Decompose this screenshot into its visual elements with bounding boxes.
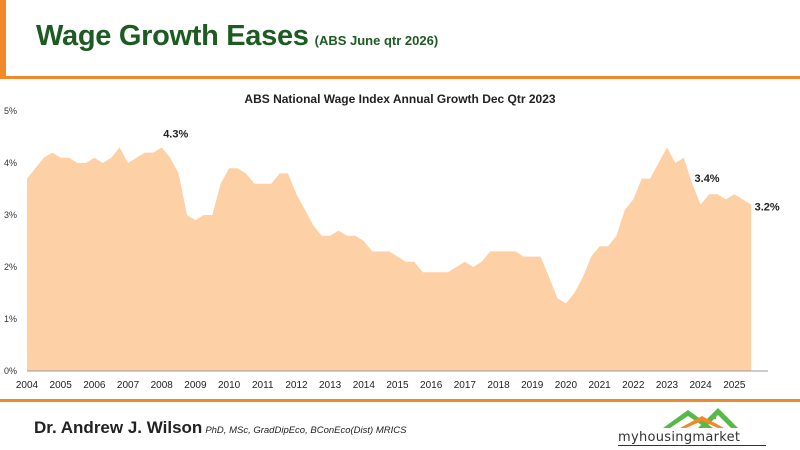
y-tick-label: 1% <box>4 314 17 324</box>
x-tick-label: 2004 <box>16 380 39 391</box>
header: Wage Growth Eases (ABS June qtr 2026) <box>0 0 800 79</box>
area-layer <box>27 147 752 371</box>
x-tick-label: 2020 <box>555 380 578 391</box>
title-row: Wage Growth Eases (ABS June qtr 2026) <box>36 20 438 53</box>
x-tick-label: 2022 <box>622 380 645 391</box>
x-tick-label: 2014 <box>353 380 376 391</box>
x-tick-label: 2024 <box>690 380 713 391</box>
brand-logo: myhousingmarket <box>618 404 768 446</box>
logo-underline <box>618 445 766 446</box>
x-tick-label: 2009 <box>184 380 207 391</box>
x-tick-label: 2018 <box>487 380 510 391</box>
y-tick-label: 4% <box>4 158 17 168</box>
series-area <box>27 147 752 371</box>
accent-bar <box>0 0 6 78</box>
x-tick-label: 2013 <box>319 380 342 391</box>
x-tick-label: 2011 <box>252 380 274 391</box>
x-tick-label: 2006 <box>83 380 106 391</box>
x-tick-label: 2005 <box>50 380 73 391</box>
author-credentials: PhD, MSc, GradDipEco, BConEco(Dist) MRIC… <box>205 425 407 436</box>
data-label: 4.3% <box>163 128 188 140</box>
x-tick-label: 2016 <box>420 380 443 391</box>
x-tick-label: 2021 <box>588 380 611 391</box>
author-name: Dr. Andrew J. Wilson <box>34 418 203 437</box>
x-tick-label: 2010 <box>218 380 241 391</box>
y-tick-label: 2% <box>4 262 17 272</box>
y-tick-label: 3% <box>4 210 17 220</box>
author-row: Dr. Andrew J. Wilson PhD, MSc, GradDipEco… <box>34 418 406 438</box>
x-tick-label: 2017 <box>454 380 477 391</box>
y-tick-label: 0% <box>4 366 17 376</box>
x-tick-label: 2023 <box>656 380 679 391</box>
data-label: 3.2% <box>755 202 780 214</box>
house-roofs-icon <box>663 408 738 428</box>
footer-divider <box>0 399 800 402</box>
data-label: 3.4% <box>695 173 720 185</box>
logo-text: myhousingmarket <box>618 430 741 445</box>
x-tick-label: 2012 <box>285 380 308 391</box>
page-title: Wage Growth Eases <box>36 20 309 52</box>
header-divider <box>0 76 800 79</box>
wage-growth-chart: ABS National Wage Index Annual Growth De… <box>4 92 780 391</box>
chart-container: ABS National Wage Index Annual Growth De… <box>0 80 800 398</box>
footer: Dr. Andrew J. Wilson PhD, MSc, GradDipEco… <box>0 402 800 450</box>
x-tick-label: 2025 <box>723 380 746 391</box>
y-axis: 0% 1% 2% 3% 4% 5% <box>4 106 17 376</box>
x-tick-label: 2019 <box>521 380 544 391</box>
x-tick-label: 2007 <box>117 380 140 391</box>
chart-title: ABS National Wage Index Annual Growth De… <box>244 92 555 106</box>
data-labels: 4.3% 3.4% 3.2% <box>163 128 780 213</box>
y-tick-label: 5% <box>4 106 17 116</box>
page-subtitle: (ABS June qtr 2026) <box>314 33 439 48</box>
x-axis: 2004 2005 2006 2007 2008 2009 2010 2011 2012 2013… <box>16 380 746 391</box>
x-tick-label: 2015 <box>386 380 409 391</box>
x-tick-label: 2008 <box>151 380 174 391</box>
